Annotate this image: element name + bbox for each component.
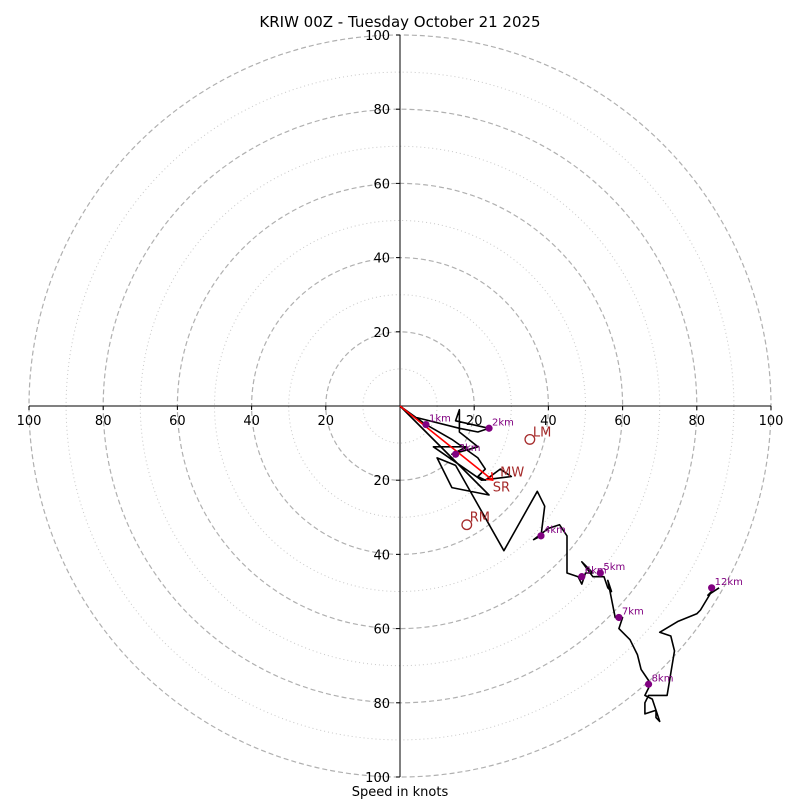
y-tick-label: 100 [365,771,390,786]
y-tick-labels: 100 80 60 40 20 20 40 60 80 100 [365,29,400,786]
x-tick-label: 80 [689,414,706,429]
height-marker-dot [708,584,716,592]
x-tick-label: 20 [318,414,335,429]
x-tick-label: 100 [759,414,784,429]
height-marker-label: 1km [429,414,451,425]
height-marker-dot [596,569,604,577]
chart-title: KRIW 00Z - Tuesday October 21 2025 [259,13,540,31]
mean-wind-vector [399,405,494,481]
y-tick-label: 40 [373,548,390,563]
y-tick-label: 40 [373,252,390,267]
motion-text-label: SR [493,480,510,495]
motion-text-label: MW [500,465,524,480]
y-tick-label: 80 [373,103,390,118]
y-tick-label: 60 [373,623,390,638]
height-marker-label: 4km [544,525,566,536]
mean-wind-arrowhead [485,472,494,482]
height-marker-dot [485,424,493,432]
storm-motion-marker [524,433,536,445]
height-marker-dot [537,532,545,540]
x-tick-label: 60 [169,414,186,429]
x-tick-labels: 100 80 60 40 20 20 40 60 80 100 [17,406,784,429]
x-tick-label: 40 [243,414,260,429]
height-marker-dot [422,420,430,429]
height-marker-label: 6km [585,566,607,577]
storm-motion-marker [461,519,473,531]
mean-wind-layer [399,405,494,482]
storm-motion-label: LM [533,425,551,440]
x-tick-label: 80 [95,414,112,429]
height-marker-label: 7km [622,606,644,617]
height-marker-label: 2km [492,417,514,428]
height-marker-label: 5km [603,562,625,573]
y-tick-label: 20 [373,474,390,489]
y-tick-label: 60 [373,177,390,192]
height-marker-dot [615,613,623,622]
x-tick-label: 40 [540,414,557,429]
x-tick-label: 100 [17,414,42,429]
height-marker-dot [452,450,460,458]
height-marker-label: 3km [459,443,481,454]
y-tick-label: 100 [365,29,390,44]
height-marker-label: 8km [652,673,674,684]
hodograph-trace-layer [399,405,720,723]
x-axis-label: Speed in knots [352,785,449,800]
storm-motion-label: RM [470,511,490,526]
height-marker-label: 12km [715,577,743,588]
x-tick-label: 60 [614,414,631,429]
height-marker-dot [644,680,653,688]
y-tick-label: 80 [373,697,390,712]
hodograph-trace [399,405,720,723]
y-tick-label: 20 [373,326,390,341]
height-marker-dot [578,573,586,581]
